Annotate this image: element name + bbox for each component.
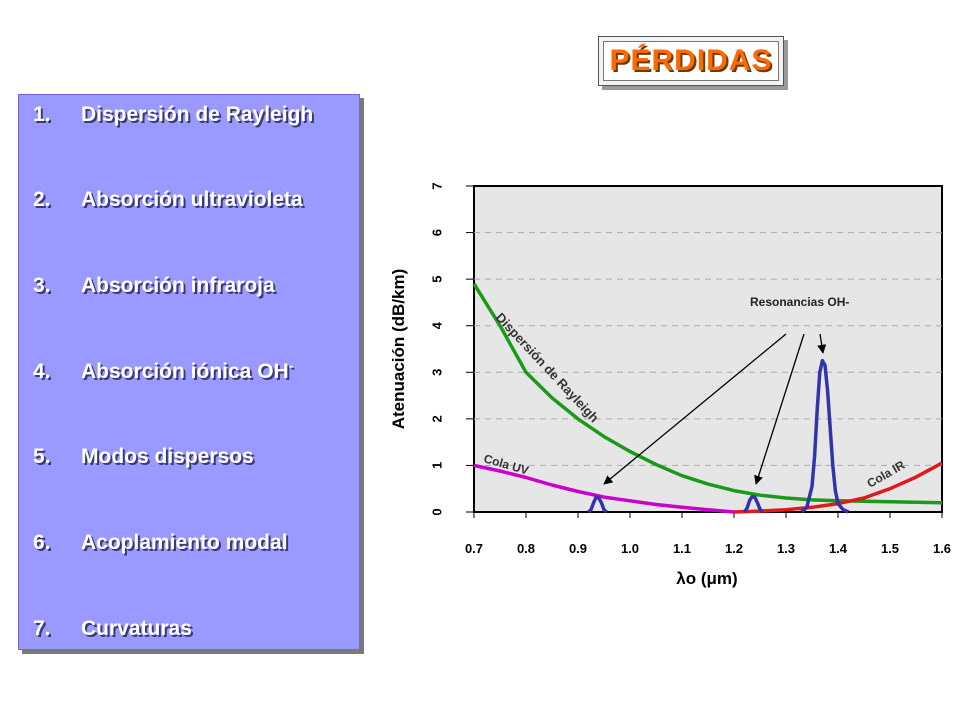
list-item-text: Acoplamiento modal [81,531,288,554]
arrow-oh-2 [754,333,805,485]
annotation-oh-resonances: Resonancias OH- [750,295,849,309]
x-tick-label: 1.6 [933,541,951,556]
list-item-number: 3. [33,274,51,297]
list-item-text: Absorción iónica OH [81,360,289,383]
list-item: 4. Absorción iónica OH- [33,358,293,384]
x-tick-label: 0.8 [517,541,535,556]
x-tick-labels: 0.7 0.8 0.9 1.0 1.1 1.2 1.3 1.4 1.5 1.6 [465,512,951,556]
list-item-number: 7. [33,617,51,640]
x-tick-label: 1.3 [777,541,795,556]
arrow-oh-3 [817,333,827,354]
y-tick-label: 2 [429,415,444,422]
title-frame: PÉRDIDAS [598,36,784,86]
list-item-number: 5. [33,445,51,468]
y-axis-label: Atenuación (dB/km) [389,269,408,430]
x-axis-label: λo (μm) [676,569,737,588]
y-tick-label: 3 [429,369,444,376]
list-item-text: Modos dispersos [81,445,254,468]
list-item-text: Absorción ultravioleta [81,188,303,211]
series-rayleigh-line [472,282,943,505]
x-tick-label: 1.5 [881,541,899,556]
list-item-number: 4. [33,360,51,383]
list-item-number: 2. [33,188,51,211]
x-tick-label: 1.4 [829,541,848,556]
y-tick-label: 4 [429,321,444,329]
grid-lines [474,232,942,466]
list-item: 1. Dispersión de Rayleigh [33,101,313,127]
y-tick-label: 1 [429,462,444,469]
list-item: 6. Acoplamiento modal [33,529,288,555]
x-tick-label: 1.0 [621,541,639,556]
x-tick-label: 1.1 [673,541,691,556]
list-item-text: Curvaturas [81,617,192,640]
series-uv-tail-line [473,463,735,514]
list-item: 5. Modos dispersos [33,443,254,469]
list-item-text: Absorción infraroja [81,274,275,297]
y-tick-label: 0 [429,508,444,515]
y-tick-label: 6 [429,229,444,236]
series-oh-absorption-line [587,358,850,514]
list-item-sup: - [288,358,294,373]
list-item-number: 1. [33,103,51,126]
x-tick-label: 0.7 [465,541,483,556]
series-group [472,282,943,514]
arrow-oh-1 [603,333,787,485]
list-item: 3. Absorción infraroja [33,272,275,298]
loss-list-panel: 1. Dispersión de Rayleigh 2. Absorción ult… [18,94,365,655]
y-tick-label: 7 [429,182,444,189]
y-tick-labels: 0 1 2 3 4 5 6 7 [429,182,474,516]
x-tick-label: 1.2 [725,541,743,556]
y-tick-label: 5 [429,276,444,283]
list-item: 2. Absorción ultravioleta [33,186,303,212]
x-tick-label: 0.9 [569,541,587,556]
page-title: PÉRDIDAS [609,44,773,77]
list-item-number: 6. [33,531,51,554]
list-item-text: Dispersión de Rayleigh [81,103,314,126]
title-inner-frame: PÉRDIDAS [603,41,779,81]
list-item: 7. Curvaturas [33,615,192,641]
plot-area [473,185,943,513]
